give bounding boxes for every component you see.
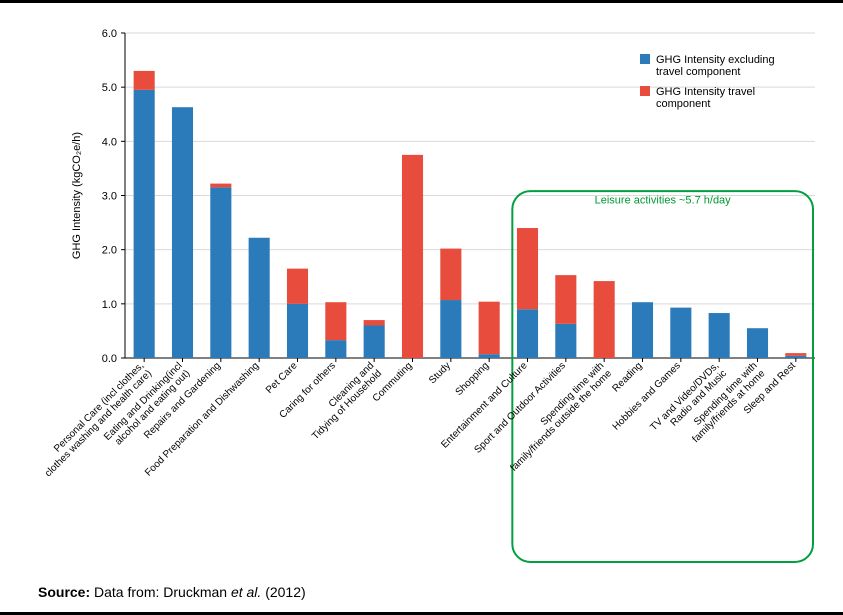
source-italic: et al. — [231, 584, 261, 600]
bar-segment — [479, 302, 500, 355]
leisure-annotation-text: Leisure activities ~5.7 h/day — [595, 195, 732, 207]
ytick-label: 6.0 — [102, 28, 117, 40]
bar-segment — [440, 249, 461, 300]
bar-segment — [517, 309, 538, 358]
bar-segment — [210, 187, 231, 358]
bar-segment — [364, 326, 385, 359]
source-text-2: (2012) — [261, 584, 305, 600]
ytick-label: 2.0 — [102, 245, 117, 257]
bar-segment — [287, 269, 308, 304]
bar-segment — [134, 71, 155, 90]
bar-segment — [594, 281, 615, 358]
bar-segment — [670, 308, 691, 358]
ytick-label: 1.0 — [102, 299, 117, 311]
bar-segment — [517, 228, 538, 309]
bar-segment — [785, 353, 806, 356]
ytick-label: 0.0 — [102, 353, 117, 365]
legend-swatch — [640, 86, 650, 96]
bar-segment — [249, 238, 270, 358]
bar-segment — [555, 275, 576, 324]
legend-swatch — [640, 54, 650, 64]
chart-area: 0.0 1.0 2.0 3.0 4.0 5.0 6.0 GHG Intensity (kgCO… — [0, 8, 843, 568]
ytick-label: 5.0 — [102, 82, 117, 94]
bar-segment — [325, 302, 346, 340]
source-line: Source: Data from: Druckman et al. (2012… — [38, 584, 306, 600]
bar-segment — [632, 302, 653, 358]
bar-segment — [210, 184, 231, 188]
bar-segment — [440, 300, 461, 358]
bar-segment — [134, 90, 155, 358]
bar-segment — [709, 313, 730, 358]
page: 0.0 1.0 2.0 3.0 4.0 5.0 6.0 GHG Intensity (kgCO… — [0, 0, 843, 615]
y-axis-label: GHG Intensity (kgCO₂e/h) — [71, 132, 83, 259]
bar-segment — [364, 320, 385, 325]
chart-svg: 0.0 1.0 2.0 3.0 4.0 5.0 6.0 GHG Intensity (kgCO… — [0, 8, 843, 568]
ytick-label: 3.0 — [102, 191, 117, 203]
bar-segment — [287, 304, 308, 358]
ytick-label: 4.0 — [102, 136, 117, 148]
bar-segment — [555, 324, 576, 358]
source-text-1: Data from: Druckman — [90, 584, 231, 600]
source-prefix: Source: — [38, 584, 90, 600]
bar-segment — [479, 354, 500, 358]
bar-segment — [785, 356, 806, 358]
bar-segment — [402, 155, 423, 358]
bar-segment — [747, 328, 768, 358]
bar-segment — [172, 107, 193, 358]
bar-segment — [325, 340, 346, 358]
